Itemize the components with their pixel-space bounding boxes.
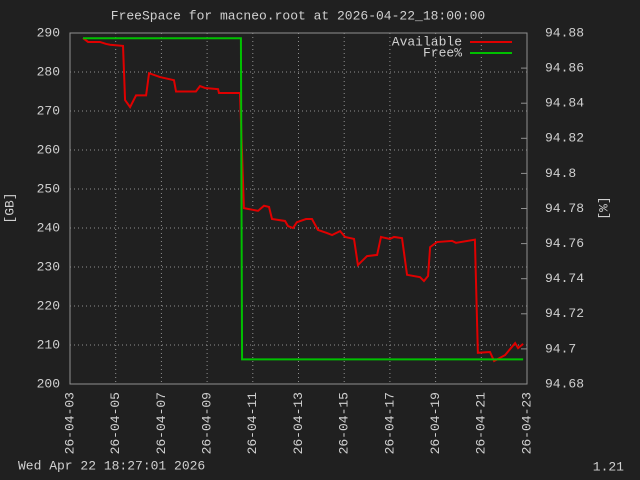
y2-tick-label: 94.84 (545, 96, 584, 111)
y2-tick-label: 94.7 (545, 341, 576, 356)
legend-label: Available (392, 34, 462, 49)
x-tick-label: 26-04-03 (62, 392, 77, 454)
plot-border (69, 32, 528, 385)
x-tick-label: 26-04-23 (519, 392, 534, 454)
x-tick-label: 26-04-13 (291, 392, 306, 454)
x-tick-label: 26-04-09 (200, 392, 215, 454)
x-tick-label: 26-04-11 (245, 392, 260, 455)
x-tick-label: 26-04-05 (108, 392, 123, 454)
y2-tick-label: 94.68 (545, 376, 584, 391)
x-tick-label: 26-04-21 (474, 392, 489, 455)
y2-axis-label: [%] (596, 196, 611, 219)
chart-title: FreeSpace for macneo.root at 2026-04-22_… (111, 8, 485, 23)
y-axis-label: [GB] (2, 192, 17, 223)
legend-label: Free% (423, 45, 462, 60)
y-tick-label: 210 (37, 337, 60, 352)
y-tick-label: 250 (37, 181, 60, 196)
y-tick-label: 200 (37, 376, 60, 391)
x-tick-label: 26-04-15 (337, 392, 352, 454)
x-tick-label: 26-04-07 (154, 392, 169, 454)
footer-version: 1.21 (593, 459, 624, 474)
x-tick-label: 26-04-17 (382, 392, 397, 454)
x-tick-label: 26-04-19 (428, 392, 443, 454)
y-tick-label: 290 (37, 25, 60, 40)
footer-timestamp: Wed Apr 22 18:27:01 2026 (18, 458, 205, 473)
y-tick-label: 260 (37, 142, 60, 157)
y2-tick-label: 94.88 (545, 25, 584, 40)
y2-tick-label: 94.78 (545, 201, 584, 216)
y-tick-label: 280 (37, 64, 60, 79)
y2-tick-label: 94.72 (545, 306, 584, 321)
series-line (82, 37, 524, 363)
y2-tick-label: 94.76 (545, 236, 584, 251)
y2-tick-label: 94.86 (545, 61, 584, 76)
y-tick-label: 220 (37, 298, 60, 313)
y2-tick-label: 94.74 (545, 271, 584, 286)
y-tick-label: 240 (37, 220, 60, 235)
y2-tick-label: 94.8 (545, 166, 576, 181)
y2-tick-label: 94.82 (545, 131, 584, 146)
series-line (83, 37, 524, 361)
y-tick-label: 270 (37, 103, 60, 118)
y-tick-label: 230 (37, 259, 60, 274)
